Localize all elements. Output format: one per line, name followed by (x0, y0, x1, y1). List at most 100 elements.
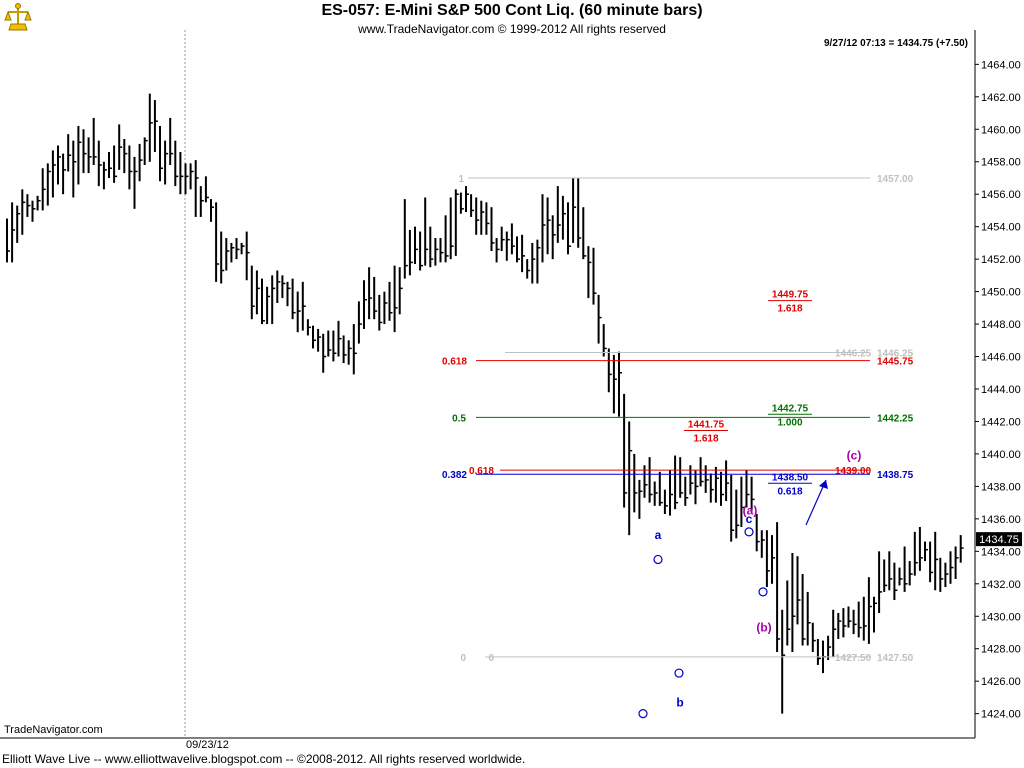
last-price-label: 1434.75 (979, 534, 1019, 546)
fib-level-right-label: 1439.00 (835, 466, 872, 477)
ohlc-bar (618, 351, 622, 417)
y-tick-label: 1450.00 (981, 287, 1021, 299)
ohlc-bar (225, 238, 230, 271)
projection-ratio: 0.618 (777, 486, 802, 497)
price-readout: 9/27/12 07:13 = 1434.75 (+7.50) (824, 38, 968, 49)
ohlc-bar (516, 236, 520, 263)
ohlc-bar (317, 328, 322, 352)
ohlc-bar (485, 202, 490, 235)
ohlc-bar (245, 231, 250, 281)
ohlc-bar (730, 475, 735, 542)
ohlc-bar (403, 199, 408, 279)
ohlc-bar (368, 267, 373, 320)
ohlc-bar (454, 189, 459, 256)
ohlc-bar (164, 140, 169, 185)
fib-level-left-label: 0.382 (442, 470, 467, 481)
ohlc-bar (714, 466, 719, 503)
ohlc-bar (867, 577, 872, 644)
ohlc-bar (837, 613, 842, 639)
ohlc-bar (857, 601, 862, 638)
ohlc-bar (924, 541, 928, 562)
footer-text: Elliott Wave Live -- www.elliottwavelive… (2, 752, 526, 766)
chart-subtitle: www.TradeNavigator.com © 1999-2012 All r… (358, 22, 666, 36)
ohlc-bar (143, 137, 148, 165)
ohlc-bar (113, 145, 118, 183)
y-tick-label: 1452.00 (981, 254, 1021, 266)
ohlc-bar (255, 270, 260, 315)
ohlc-bar (903, 546, 908, 592)
y-tick-label: 1432.00 (981, 579, 1021, 591)
annotations: 1449.75 1.618 1442.75 1.000 1441.75 1.618 1438… (638, 290, 1022, 719)
ohlc-bar (908, 561, 913, 586)
ohlc-bar (51, 150, 56, 198)
ohlc-bar (510, 223, 515, 255)
ohlc-bar (414, 226, 418, 265)
ohlc-bar (378, 294, 383, 331)
ohlc-bar (801, 574, 806, 646)
ohlc-bar (735, 489, 740, 539)
ohlc-bar (87, 137, 92, 174)
ohlc-bar (148, 93, 153, 162)
ohlc-bar (26, 194, 31, 217)
fib-level-mid-label: 1427.50 (835, 653, 872, 664)
ohlc-bar (776, 522, 781, 652)
ohlc-bar (230, 242, 235, 263)
ohlc-bar (582, 207, 587, 260)
y-tick-label: 1460.00 (981, 124, 1021, 136)
ohlc-bar (806, 591, 811, 646)
ohlc-bar (301, 281, 306, 331)
ohlc-bar (531, 242, 536, 284)
ohlc-bar (327, 330, 332, 357)
ohlc-bar (250, 265, 255, 320)
y-tick-label: 1454.00 (981, 222, 1021, 234)
ohlc-bar (373, 276, 378, 320)
projection-ratio: 1.618 (777, 304, 802, 315)
ohlc-bar (628, 421, 633, 536)
ohlc-bar (852, 609, 857, 635)
y-tick-label: 1462.00 (981, 92, 1021, 104)
ohlc-bar (240, 242, 245, 255)
ohlc-bar (796, 556, 801, 625)
ohlc-bar (306, 319, 311, 336)
ohlc-bar (286, 281, 291, 307)
ohlc-bar (862, 596, 867, 641)
wave-label: (a) (743, 504, 758, 518)
ohlc-bar (954, 546, 959, 579)
ohlc-bar (72, 140, 77, 198)
ohlc-bar (648, 457, 653, 503)
ohlc-bar (210, 199, 214, 222)
ohlc-bar (123, 139, 128, 174)
ohlc-bar (449, 197, 454, 260)
ohlc-bar (6, 218, 10, 263)
ohlc-bar (189, 163, 194, 190)
ohlc-bar (424, 197, 429, 266)
fib-level-left-label: 1 (458, 174, 464, 185)
ohlc-bar (296, 291, 301, 333)
ohlc-bar (536, 239, 541, 284)
ohlc-bar (67, 134, 72, 172)
ohlc-bar (77, 126, 82, 185)
ohlc-bar (842, 608, 847, 638)
ohlc-bar (357, 301, 362, 344)
ohlc-bar (204, 176, 209, 203)
ohlc-bar (939, 557, 944, 592)
ohlc-bar (873, 596, 877, 633)
ohlc-bar (480, 200, 485, 235)
ohlc-bar (261, 278, 265, 325)
ohlc-bars (6, 93, 964, 714)
ohlc-bar (184, 163, 189, 195)
ohlc-bar (11, 202, 16, 263)
ohlc-bar (745, 470, 750, 508)
ohlc-bar (551, 215, 556, 260)
ohlc-bar (633, 453, 638, 513)
y-tick-label: 1458.00 (981, 157, 1021, 169)
ohlc-bar (597, 294, 602, 344)
y-tick-label: 1426.00 (981, 676, 1021, 688)
ohlc-bar (567, 202, 571, 255)
ohlc-bar (725, 460, 730, 502)
ohlc-bar (918, 526, 923, 571)
ohlc-bar (811, 622, 816, 652)
y-tick-label: 1424.00 (981, 709, 1021, 721)
ohlc-bar (419, 231, 424, 271)
ohlc-bar (949, 551, 954, 584)
